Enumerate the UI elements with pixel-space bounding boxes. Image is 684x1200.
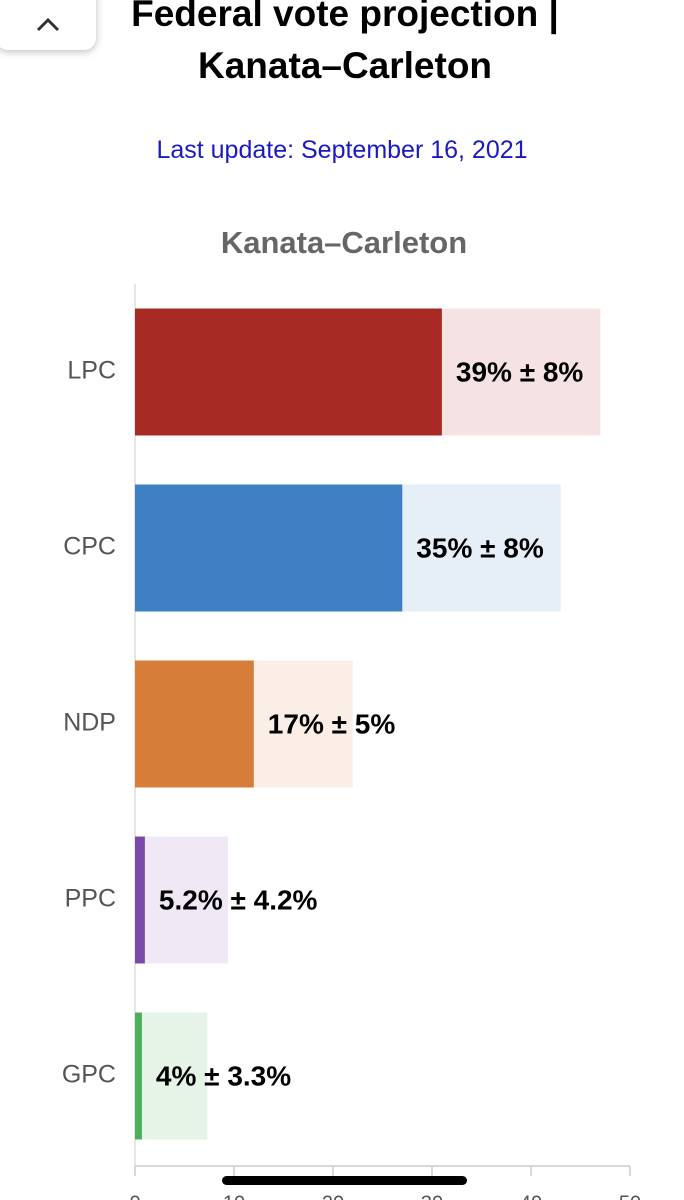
x-tick-label: 10 <box>223 1192 245 1200</box>
error-bar <box>253 660 353 788</box>
value-label: 5.2% ± 4.2% <box>159 884 318 915</box>
error-bar <box>141 1012 208 1140</box>
error-bar <box>441 308 601 436</box>
y-tick-label: CPC <box>63 533 116 561</box>
y-tick-label: PPC <box>65 885 116 913</box>
home-indicator <box>222 1176 467 1185</box>
bar <box>135 484 403 612</box>
x-tick-label: 50 <box>619 1192 641 1200</box>
bar <box>135 836 145 964</box>
bar <box>135 308 442 436</box>
error-bar <box>144 836 229 964</box>
bar <box>135 660 254 788</box>
value-label: 35% ± 8% <box>416 532 544 563</box>
value-label: 4% ± 3.3% <box>156 1060 291 1091</box>
bar <box>135 1012 142 1140</box>
chevron-icon <box>36 17 60 32</box>
chart-title: Kanata–Carleton <box>221 225 467 260</box>
value-label: 39% ± 8% <box>456 356 584 387</box>
last-update: Last update: September 16, 2021 <box>156 136 528 164</box>
collapse-button[interactable] <box>0 0 96 50</box>
x-tick-label: 30 <box>421 1192 443 1200</box>
value-label: 17% ± 5% <box>268 708 396 739</box>
y-tick-label: NDP <box>63 709 116 737</box>
page-title: Federal vote projection | Kanata–Carleto… <box>131 0 559 86</box>
x-tick-label: 40 <box>520 1192 542 1200</box>
error-bar <box>402 484 561 612</box>
x-tick-label: 0 <box>129 1192 140 1200</box>
y-tick-label: LPC <box>67 357 116 385</box>
y-tick-label: GPC <box>62 1061 116 1089</box>
x-tick-label: 20 <box>322 1192 344 1200</box>
